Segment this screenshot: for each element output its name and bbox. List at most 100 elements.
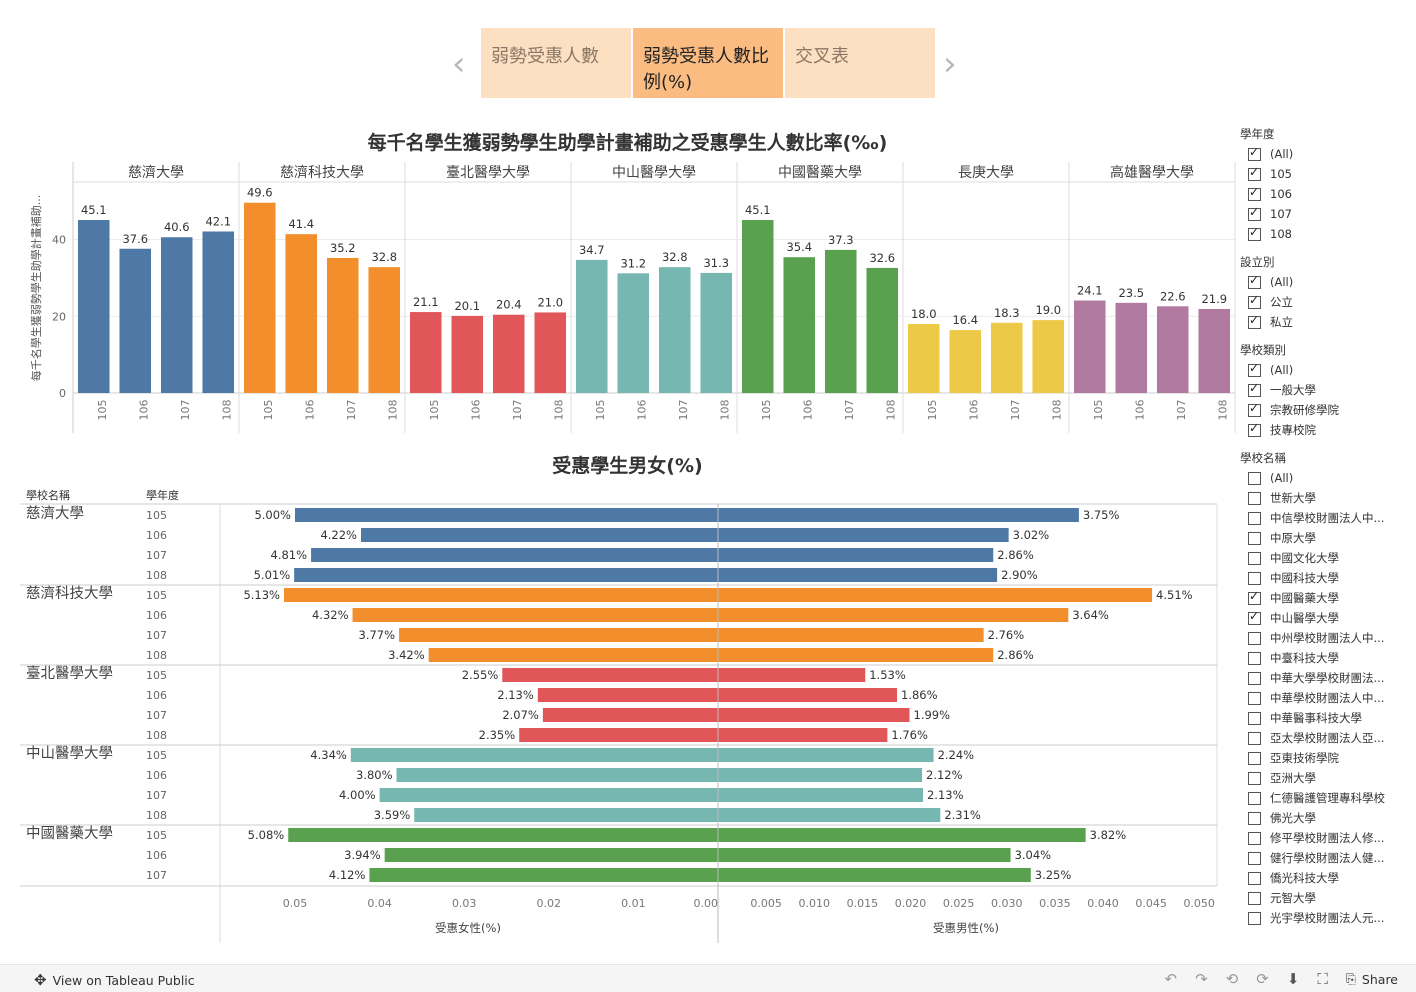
filter-option[interactable]: (All) xyxy=(1240,360,1410,380)
filter-option[interactable]: 宗教研修學院 xyxy=(1240,400,1410,420)
female-value-label: 5.13% xyxy=(243,588,280,602)
checkbox[interactable] xyxy=(1248,205,1261,221)
filter-option-label: 中州學校財團法人中... xyxy=(1270,631,1385,645)
checkbox[interactable] xyxy=(1248,293,1261,309)
filter-option[interactable]: 中華大學學校財團法... xyxy=(1240,668,1410,688)
checkbox[interactable] xyxy=(1248,651,1261,665)
female-value-label: 4.81% xyxy=(271,548,308,562)
checkbox[interactable] xyxy=(1248,361,1261,377)
filter-option[interactable]: 技專校院 xyxy=(1240,420,1410,440)
share-button[interactable]: ⎘ Share xyxy=(1346,971,1398,987)
checkbox[interactable] xyxy=(1248,791,1261,805)
filter-option[interactable]: 世新大學 xyxy=(1240,488,1410,508)
filter-option[interactable]: (All) xyxy=(1240,272,1410,292)
undo-icon[interactable]: ↶ xyxy=(1164,970,1178,988)
checkbox[interactable] xyxy=(1248,491,1261,505)
row-year-label: 107 xyxy=(146,709,167,722)
filter-option[interactable]: 107 xyxy=(1240,204,1410,224)
filter-option[interactable]: 108 xyxy=(1240,224,1410,244)
checkbox[interactable] xyxy=(1248,609,1261,625)
checkbox[interactable] xyxy=(1248,851,1261,865)
filter-option[interactable]: 中華學校財團法人中... xyxy=(1240,688,1410,708)
filter-group-title: 設立別 xyxy=(1240,255,1275,269)
checkbox[interactable] xyxy=(1248,891,1261,905)
filter-option[interactable]: 亞東技術學院 xyxy=(1240,748,1410,768)
checkbox[interactable] xyxy=(1248,911,1261,925)
filter-option[interactable]: 僑光科技大學 xyxy=(1240,868,1410,888)
fullscreen-icon[interactable]: ⛶ xyxy=(1317,970,1328,988)
filter-option[interactable]: 一般大學 xyxy=(1240,380,1410,400)
filter-option[interactable]: 亞洲大學 xyxy=(1240,768,1410,788)
filter-option[interactable]: 元智大學 xyxy=(1240,888,1410,908)
checkbox[interactable] xyxy=(1248,589,1261,605)
checkbox[interactable] xyxy=(1248,185,1261,201)
checkbox[interactable] xyxy=(1248,671,1261,685)
checkbox[interactable] xyxy=(1248,831,1261,845)
checkbox[interactable] xyxy=(1248,145,1261,161)
filter-option[interactable]: 中國醫藥大學 xyxy=(1240,588,1410,608)
female-bar xyxy=(537,688,718,702)
filter-option[interactable]: 亞太學校財團法人亞... xyxy=(1240,728,1410,748)
filter-option[interactable]: 健行學校財團法人健... xyxy=(1240,848,1410,868)
filter-option[interactable]: 中國文化大學 xyxy=(1240,548,1410,568)
filter-option[interactable]: (All) xyxy=(1240,144,1410,164)
checkbox[interactable] xyxy=(1248,165,1261,181)
top-bar xyxy=(1198,308,1231,393)
checkbox[interactable] xyxy=(1248,571,1261,585)
prev-arrow-icon[interactable]: ‹ xyxy=(452,44,466,84)
checkbox[interactable] xyxy=(1248,731,1261,745)
checkbox[interactable] xyxy=(1248,751,1261,765)
filter-option[interactable]: 修平學校財團法人修... xyxy=(1240,828,1410,848)
filter-option[interactable]: 106 xyxy=(1240,184,1410,204)
filter-option[interactable]: 105 xyxy=(1240,164,1410,184)
male-value-label: 2.12% xyxy=(926,768,963,782)
row-header-school: 學校名稱 xyxy=(26,488,70,502)
female-value-label: 3.80% xyxy=(356,768,393,782)
filter-option[interactable]: 中國科技大學 xyxy=(1240,568,1410,588)
row-year-label: 108 xyxy=(146,729,167,742)
checkbox[interactable] xyxy=(1248,771,1261,785)
filter-option[interactable]: 公立 xyxy=(1240,292,1410,312)
checkbox[interactable] xyxy=(1248,551,1261,565)
filter-option[interactable]: (All) xyxy=(1240,468,1410,488)
filter-option[interactable]: 中山醫學大學 xyxy=(1240,608,1410,628)
checkbox[interactable] xyxy=(1248,313,1261,329)
checkbox[interactable] xyxy=(1248,691,1261,705)
male-value-label: 1.99% xyxy=(914,708,951,722)
checkbox[interactable] xyxy=(1248,471,1261,485)
filter-option[interactable]: 仁德醫護管理專科學校 xyxy=(1240,788,1410,808)
view-on-tableau-link[interactable]: ✥ View on Tableau Public xyxy=(34,971,195,989)
tab-counts[interactable]: 弱勢受惠人數 xyxy=(481,28,631,98)
checkbox[interactable] xyxy=(1248,273,1261,289)
tab-ratio[interactable]: 弱勢受惠人數比例(%) xyxy=(633,28,783,98)
top-year-label: 106 xyxy=(137,400,150,421)
refresh-icon[interactable]: ⟳ xyxy=(1256,970,1269,988)
filter-option[interactable]: 私立 xyxy=(1240,312,1410,332)
checkbox[interactable] xyxy=(1248,711,1261,725)
checkbox[interactable] xyxy=(1248,631,1261,645)
checkbox[interactable] xyxy=(1248,811,1261,825)
next-arrow-icon[interactable]: › xyxy=(943,44,957,84)
download-icon[interactable]: ⬇ xyxy=(1286,970,1300,988)
checkbox[interactable] xyxy=(1248,511,1261,525)
filter-option[interactable]: 中華醫事科技大學 xyxy=(1240,708,1410,728)
revert-icon[interactable]: ⟲ xyxy=(1225,970,1239,988)
filter-option[interactable]: 中信學校財團法人中... xyxy=(1240,508,1410,528)
top-bar xyxy=(783,257,816,393)
filter-option[interactable]: 中臺科技大學 xyxy=(1240,648,1410,668)
checkbox[interactable] xyxy=(1248,421,1261,437)
filter-option[interactable]: 中原大學 xyxy=(1240,528,1410,548)
checkbox[interactable] xyxy=(1248,381,1261,397)
filter-option[interactable]: 光宇學校財團法人元... xyxy=(1240,908,1410,928)
checkbox[interactable] xyxy=(1248,531,1261,545)
tab-crosstab[interactable]: 交叉表 xyxy=(785,28,935,98)
checkbox[interactable] xyxy=(1248,871,1261,885)
filter-option[interactable]: 佛光大學 xyxy=(1240,808,1410,828)
top-bar xyxy=(1032,320,1065,393)
checkbox[interactable] xyxy=(1248,401,1261,417)
redo-icon[interactable]: ↷ xyxy=(1195,970,1208,988)
top-bar-label: 16.4 xyxy=(952,313,978,327)
filter-option[interactable]: 中州學校財團法人中... xyxy=(1240,628,1410,648)
checkbox[interactable] xyxy=(1248,225,1261,241)
top-year-label: 105 xyxy=(96,400,109,421)
